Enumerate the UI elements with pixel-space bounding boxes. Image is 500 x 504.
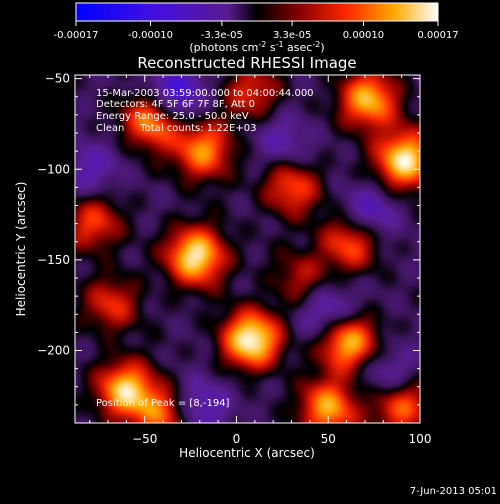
plot-frame <box>74 74 421 424</box>
heatmap-image <box>75 75 420 423</box>
y-axis-label: Heliocentric Y (arcsec) <box>14 182 28 317</box>
colorbar-tick-label: -0.00010 <box>128 30 173 41</box>
x-tick-label: −50 <box>132 432 157 446</box>
colorbar-tick-label: 0.00017 <box>417 30 458 41</box>
annotation-energy: Energy Range: 25.0 - 50.0 keV <box>96 111 249 122</box>
annotation-counts: Clean Total counts: 1.22E+03 <box>96 123 256 134</box>
y-tick-label: −100 <box>37 162 70 176</box>
x-tick-label: 0 <box>233 432 241 446</box>
colorbar-tick-label: 0.00010 <box>343 30 384 41</box>
colorbar-tick-label: 3.3e-05 <box>273 30 311 41</box>
x-tick-label: 50 <box>321 432 336 446</box>
colorbar-tick-label: -0.00017 <box>54 30 99 41</box>
y-tick-label: −150 <box>37 253 70 267</box>
chart-title: Reconstructed RHESSI Image <box>137 54 356 72</box>
y-tick-label: −200 <box>37 344 70 358</box>
y-axis: −50 −100 −150 −200 <box>37 72 420 406</box>
x-axis: −50 0 50 100 <box>89 75 432 446</box>
annotations: 15-Mar-2003 03:59:00.000 to 04:00:44.000… <box>96 88 314 409</box>
colorbar-ticks: -0.00017 -0.00010 -3.3e-05 3.3e-05 0.00010 0.… <box>54 21 459 41</box>
colorbar: -0.00017 -0.00010 -3.3e-05 3.3e-05 0.00010 0.… <box>54 2 459 54</box>
x-tick-label: 100 <box>409 432 432 446</box>
colorbar-gradient <box>75 2 439 22</box>
annotation-peak: Position of Peak = [8,-194] <box>96 398 230 409</box>
x-axis-label: Heliocentric X (arcsec) <box>179 446 315 460</box>
colorbar-units: (photons cm-2 s-1 asec-2) <box>189 40 324 54</box>
colorbar-tick-label: -3.3e-05 <box>201 30 243 41</box>
y-tick-label: −50 <box>45 72 70 86</box>
footer-date: 7-Jun-2013 05:01 <box>410 486 497 497</box>
annotation-detectors: Detectors: 4F 5F 6F 7F 8F, Att 0 <box>96 99 255 110</box>
annotation-time: 15-Mar-2003 03:59:00.000 to 04:00:44.000 <box>96 88 314 99</box>
